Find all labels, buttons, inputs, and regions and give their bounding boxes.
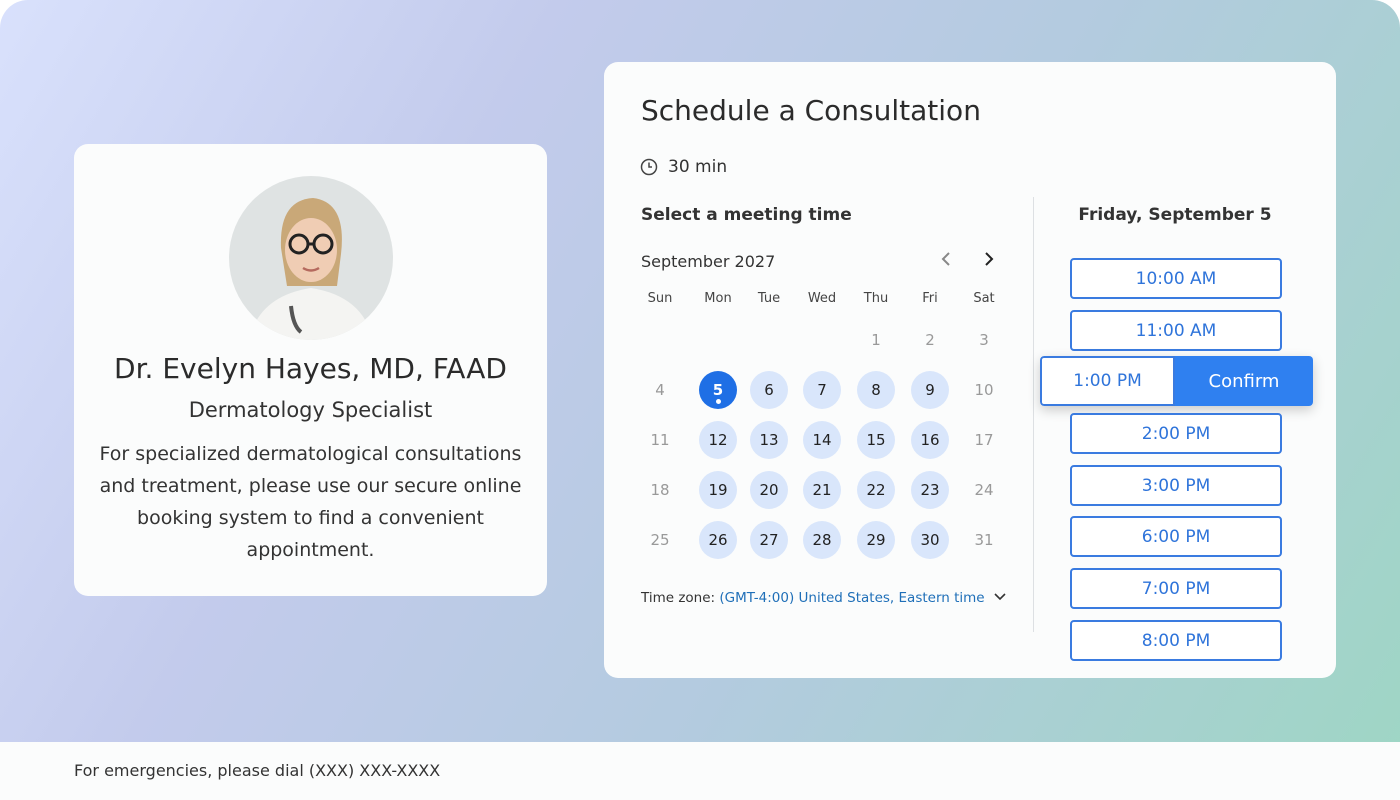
doctor-name: Dr. Evelyn Hayes, MD, FAAD [114,352,507,385]
selected-day[interactable]: 5 [699,371,737,409]
weekday: Mon [704,291,732,306]
available-day[interactable]: 19 [699,471,737,509]
available-day[interactable]: 16 [911,421,949,459]
timezone-select[interactable]: Time zone: (GMT-4:00) United States, Eas… [641,590,1007,606]
description-line: For specialized dermatological consultat… [99,443,522,465]
available-day[interactable]: 30 [911,521,949,559]
footer: For emergencies, please dial (XXX) XXX-X… [0,742,1400,800]
available-day[interactable]: 26 [699,521,737,559]
available-day[interactable]: 27 [750,521,788,559]
day: 24 [974,481,994,499]
time-slot[interactable]: 11:00 AM [1070,310,1282,351]
time-slot[interactable]: 3:00 PM [1070,465,1282,506]
day: 3 [979,331,989,349]
month: September 2027 [641,252,776,271]
available-day[interactable]: 20 [750,471,788,509]
prompt: Select a meeting time [641,205,852,225]
available-day[interactable]: 29 [857,521,895,559]
time-slot[interactable]: 2:00 PM [1070,413,1282,454]
description-line: appointment. [246,539,375,561]
description: For specialized dermatological consultat… [74,438,547,566]
weekday: Thu [863,291,889,306]
weekday: Sat [973,291,995,306]
time-slot[interactable]: 8:00 PM [1070,620,1282,661]
day: 11 [650,431,670,449]
available-day[interactable]: 13 [750,421,788,459]
timezone-label: Time zone: [641,590,716,606]
available-day[interactable]: 22 [857,471,895,509]
available-day[interactable]: 28 [803,521,841,559]
available-day[interactable]: 15 [857,421,895,459]
specialty: Dermatology Specialist [188,398,433,422]
divider [1033,197,1034,632]
available-day[interactable]: 6 [750,371,788,409]
time-slot[interactable]: 7:00 PM [1070,568,1282,609]
day: 2 [925,331,935,349]
available-day[interactable]: 9 [911,371,949,409]
selected-time[interactable]: 1:00 PM [1040,356,1175,406]
profile-card: Dr. Evelyn Hayes, MD, FAAD Dermatology S… [74,144,547,596]
next-month[interactable] [981,250,997,268]
duration: 30 min [668,157,728,177]
day: 17 [974,431,994,449]
description-line: booking system to find a convenient [137,507,484,529]
available-day[interactable]: 7 [803,371,841,409]
selected-date: Friday, September 5 [1078,205,1272,225]
selected-slot[interactable]: 1:00 PM Confirm [1040,356,1313,406]
available-day[interactable]: 23 [911,471,949,509]
weekday: Sun [647,291,673,306]
available-day[interactable]: 14 [803,421,841,459]
today-dot [715,399,721,404]
title: Schedule a Consultation [641,94,981,127]
avatar [229,176,393,340]
day: 1 [871,331,881,349]
time-slot[interactable]: 10:00 AM [1070,258,1282,299]
prev-month[interactable] [938,250,954,268]
weekday: Tue [757,291,781,306]
day: 18 [650,481,670,499]
available-day[interactable]: 12 [699,421,737,459]
footer-text: For emergencies, please dial (XXX) XXX-X… [74,761,441,780]
confirm-button[interactable]: Confirm [1175,356,1313,406]
chevron [994,593,1006,601]
time-slot[interactable]: 6:00 PM [1070,516,1282,557]
day: 4 [655,381,665,399]
timezone: (GMT-4:00) United States, Eastern time [719,590,985,606]
day: 10 [974,381,994,399]
day: 25 [650,531,670,549]
clock-icon [640,158,658,176]
calendar: Sun Mon Tue Wed Thu Fri Sat 1 2 3 4 5 6 7 8 9 10 11 12 13 14… [604,62,1034,662]
weekday: Fri [922,291,938,306]
description-line: and treatment, please use our secure onl… [99,475,522,497]
available-day[interactable]: 8 [857,371,895,409]
weekday: Wed [807,291,837,306]
available-day[interactable]: 21 [803,471,841,509]
day: 31 [974,531,994,549]
